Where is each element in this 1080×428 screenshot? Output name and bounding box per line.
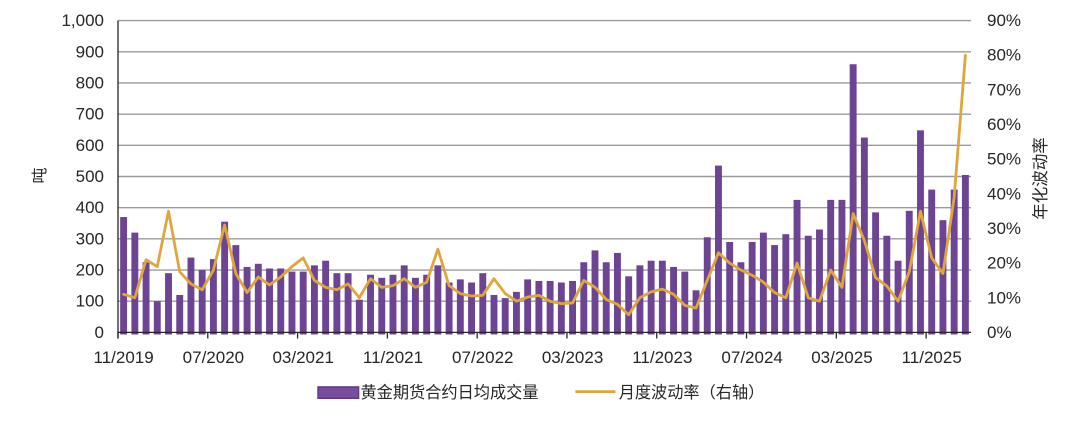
svg-text:200: 200	[76, 261, 104, 280]
svg-text:70%: 70%	[987, 80, 1021, 99]
svg-text:11/2021: 11/2021	[363, 348, 423, 367]
svg-text:20%: 20%	[987, 254, 1021, 273]
svg-text:03/2021: 03/2021	[272, 348, 333, 367]
svg-text:600: 600	[76, 136, 104, 155]
svg-text:80%: 80%	[987, 46, 1021, 65]
svg-text:50%: 50%	[987, 150, 1021, 169]
svg-text:黄金期货合约日均成交量: 黄金期货合约日均成交量	[361, 384, 539, 402]
svg-text:0%: 0%	[987, 323, 1012, 342]
svg-text:年化波动率: 年化波动率	[1031, 137, 1050, 220]
svg-text:30%: 30%	[987, 219, 1021, 238]
svg-text:吨: 吨	[31, 167, 49, 183]
svg-text:0: 0	[95, 323, 104, 342]
svg-text:400: 400	[76, 198, 104, 217]
svg-text:1,000: 1,000	[61, 11, 104, 30]
svg-text:60%: 60%	[987, 115, 1021, 134]
svg-text:07/2024: 07/2024	[721, 348, 782, 367]
svg-text:11/2019: 11/2019	[94, 348, 154, 367]
svg-text:800: 800	[76, 73, 104, 92]
svg-text:07/2022: 07/2022	[452, 348, 513, 367]
svg-text:700: 700	[76, 105, 104, 124]
svg-text:07/2020: 07/2020	[183, 348, 244, 367]
svg-text:11/2023: 11/2023	[632, 348, 692, 367]
svg-text:03/2023: 03/2023	[542, 348, 603, 367]
svg-text:900: 900	[76, 42, 104, 61]
svg-text:100: 100	[76, 292, 104, 311]
svg-text:90%: 90%	[987, 11, 1021, 30]
svg-text:40%: 40%	[987, 184, 1021, 203]
svg-text:11/2025: 11/2025	[902, 348, 962, 367]
svg-text:10%: 10%	[987, 288, 1021, 307]
svg-text:03/2025: 03/2025	[811, 348, 872, 367]
svg-text:300: 300	[76, 229, 104, 248]
svg-text:月度波动率（右轴）: 月度波动率（右轴）	[619, 384, 765, 402]
svg-text:500: 500	[76, 167, 104, 186]
